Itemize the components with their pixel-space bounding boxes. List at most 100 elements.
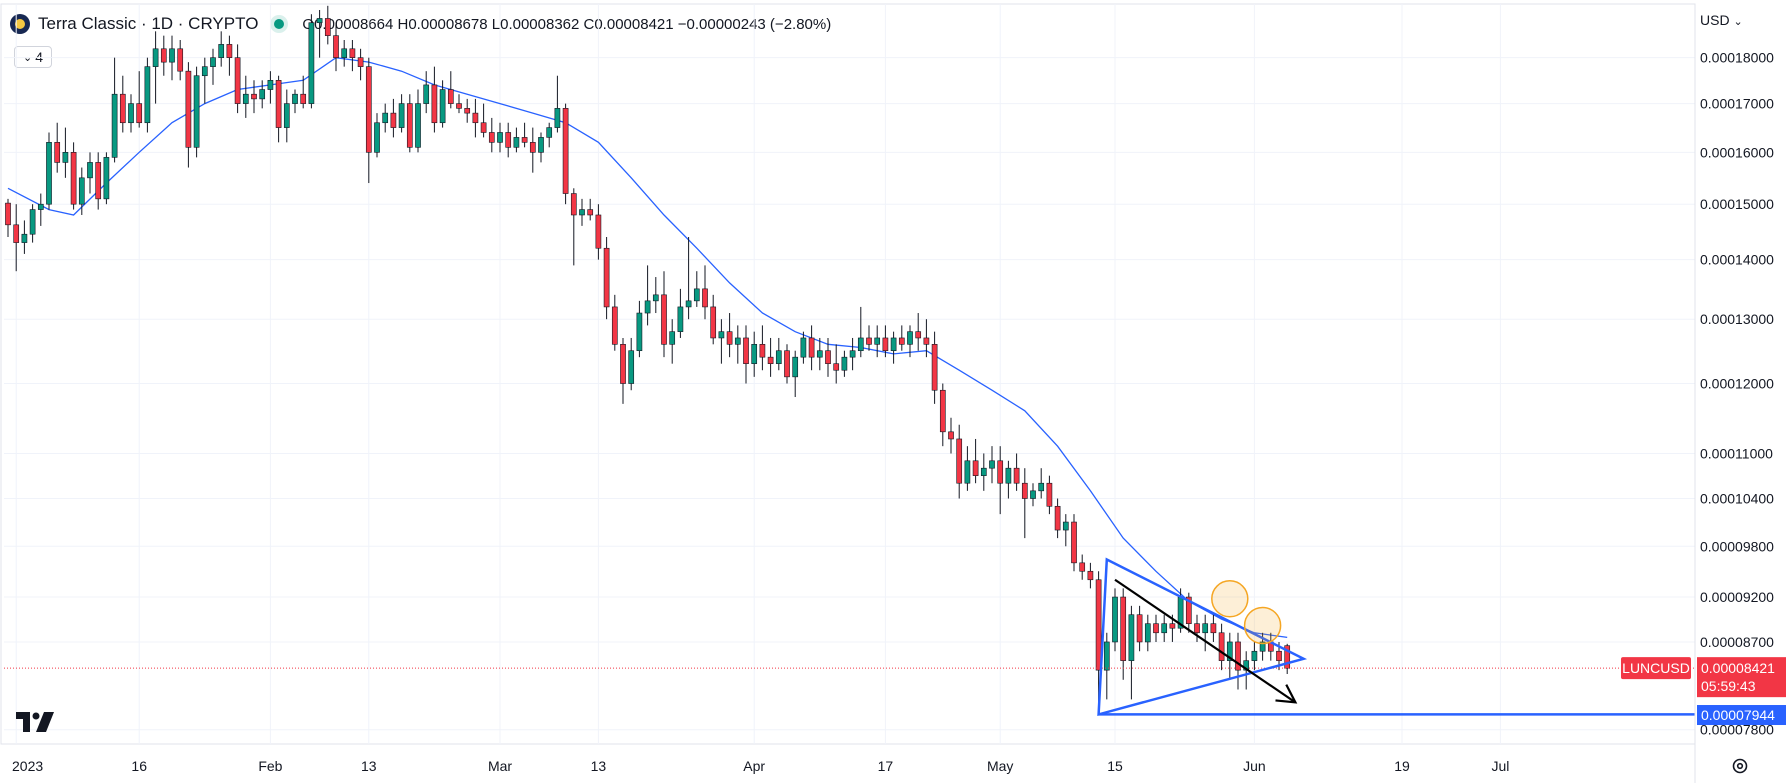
- triangle-pattern: [1097, 557, 1308, 717]
- candle-body-up: [693, 288, 700, 302]
- candle-body-up: [677, 306, 684, 332]
- candle-body-down: [743, 337, 749, 364]
- time-tick-label: 13: [591, 758, 607, 774]
- candle-body-up: [636, 312, 643, 352]
- price-tick-label: 0.00018000: [1700, 50, 1774, 66]
- candle: [472, 98, 479, 138]
- time-tick-label: May: [987, 758, 1013, 774]
- candle-body-down: [251, 93, 257, 100]
- time-tick-label: Jul: [1491, 758, 1509, 774]
- candle: [37, 193, 44, 226]
- candle: [300, 75, 307, 109]
- candle: [382, 103, 389, 133]
- symbol-title[interactable]: Terra Classic · 1D · CRYPTO: [38, 14, 259, 33]
- candle-body-down: [1210, 623, 1217, 634]
- candle: [1161, 614, 1168, 642]
- price-tick-label: 0.00010400: [1700, 491, 1774, 507]
- candle: [948, 417, 954, 454]
- candle-body-up: [103, 157, 110, 200]
- candle: [808, 325, 815, 371]
- candle: [152, 31, 159, 104]
- candle: [521, 122, 528, 148]
- candle-body-up: [685, 300, 692, 308]
- candle-body-up: [341, 48, 348, 58]
- candles: [5, 5, 1291, 710]
- candle: [513, 127, 520, 153]
- candle: [1062, 514, 1069, 547]
- candle-body-down: [447, 89, 454, 104]
- candle: [956, 424, 963, 499]
- candle-body-down: [923, 337, 930, 345]
- candle: [54, 122, 61, 173]
- candle-body-down: [390, 112, 397, 128]
- candle: [447, 71, 454, 109]
- candle-body-down: [620, 344, 626, 384]
- candle: [693, 271, 700, 307]
- candle-body-down: [825, 350, 831, 364]
- price-tags: LUNCUSD 0.00008421 05:59:43 0.00007944: [1621, 657, 1786, 726]
- candle-body-down: [956, 438, 963, 484]
- candle-body-down: [1218, 632, 1225, 661]
- candle-body-up: [78, 177, 85, 205]
- candle: [283, 89, 290, 143]
- candle: [374, 113, 380, 158]
- gear-icon[interactable]: [1730, 756, 1750, 776]
- symbol-legend[interactable]: Terra Classic · 1D · CRYPTO O0.00008664 …: [10, 14, 831, 34]
- candle: [652, 277, 659, 314]
- candle: [423, 71, 430, 114]
- candle-body-up: [210, 57, 216, 67]
- candle-body-down: [710, 306, 717, 339]
- candle-body-down: [1071, 521, 1077, 564]
- candle-body-down: [1136, 614, 1143, 643]
- candle-body-down: [185, 70, 192, 148]
- price-tick-label: 0.00009800: [1700, 538, 1774, 554]
- candle-body-down: [488, 132, 495, 143]
- last-price-tag-bg: [1697, 657, 1786, 698]
- terra-classic-coin-icon: [10, 14, 30, 34]
- candle: [177, 40, 184, 81]
- candle: [242, 75, 249, 118]
- candle: [1235, 632, 1241, 690]
- candle-body-up: [792, 356, 799, 378]
- candle: [210, 48, 216, 85]
- candle-body-up: [259, 89, 266, 100]
- candle-body-up: [111, 93, 118, 158]
- support-level-value: 0.00007944: [1701, 707, 1775, 723]
- time-tick-label: Mar: [488, 758, 512, 774]
- time-axis[interactable]: 2023 16 Feb 13 Mar 13 Apr 17 May 15 Jun 19 Jul: [12, 758, 1509, 774]
- candle: [456, 94, 462, 114]
- candle-body-down: [529, 142, 536, 153]
- candle-body-up: [980, 467, 987, 476]
- candle-body-up: [1202, 623, 1209, 634]
- candle-body-down: [1021, 482, 1028, 499]
- candle: [497, 122, 503, 153]
- candle: [554, 75, 561, 133]
- candle-body-down: [1185, 596, 1192, 624]
- candle-body-up: [382, 112, 389, 124]
- price-tick-label: 0.00017000: [1700, 96, 1774, 112]
- drawings[interactable]: [1097, 557, 1695, 717]
- candle-body-down: [431, 84, 438, 124]
- candle-body-up: [46, 142, 52, 205]
- candle: [636, 300, 643, 358]
- candle: [759, 325, 766, 371]
- candle: [997, 446, 1004, 515]
- candle: [193, 66, 200, 158]
- candle-body-down: [365, 66, 372, 153]
- candle: [529, 127, 536, 173]
- candle-body-down: [505, 132, 512, 148]
- tradingview-logo-icon[interactable]: [16, 712, 56, 734]
- resistance-touch-circle: [1211, 580, 1249, 618]
- candle-body-up: [415, 103, 421, 148]
- candle: [1144, 614, 1151, 652]
- price-axis[interactable]: 0.00018000 0.00017000 0.00016000 0.00015000…: [1700, 50, 1774, 738]
- time-tick-label: 13: [361, 758, 377, 774]
- candle-body-up: [497, 132, 503, 143]
- candle: [751, 331, 758, 377]
- currency-selector[interactable]: USD ⌄: [1700, 12, 1743, 28]
- candle-body-up: [37, 203, 44, 210]
- candle: [226, 35, 233, 76]
- candle-body-up: [1062, 521, 1069, 531]
- currency-label: USD: [1700, 12, 1730, 28]
